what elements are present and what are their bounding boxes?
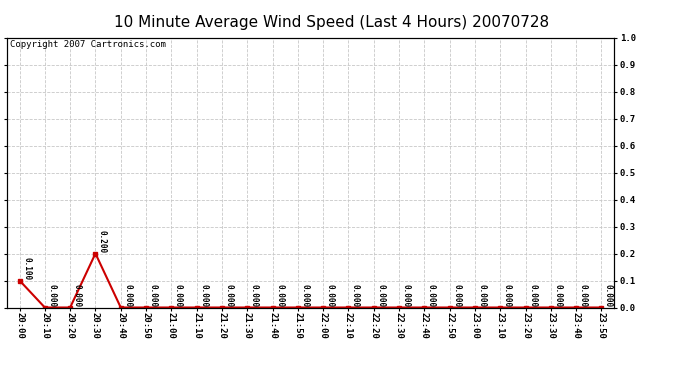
Text: 0.000: 0.000 — [148, 284, 157, 307]
Text: 0.000: 0.000 — [503, 284, 512, 307]
Text: 0.000: 0.000 — [553, 284, 562, 307]
Text: 0.000: 0.000 — [452, 284, 461, 307]
Text: 0.000: 0.000 — [528, 284, 537, 307]
Text: 0.000: 0.000 — [300, 284, 309, 307]
Text: 10 Minute Average Wind Speed (Last 4 Hours) 20070728: 10 Minute Average Wind Speed (Last 4 Hou… — [114, 15, 549, 30]
Text: 0.000: 0.000 — [250, 284, 259, 307]
Text: 0.000: 0.000 — [351, 284, 360, 307]
Text: 0.000: 0.000 — [124, 284, 132, 307]
Text: 0.000: 0.000 — [477, 284, 486, 307]
Text: 0.000: 0.000 — [326, 284, 335, 307]
Text: Copyright 2007 Cartronics.com: Copyright 2007 Cartronics.com — [10, 40, 166, 49]
Text: 0.000: 0.000 — [579, 284, 588, 307]
Text: 0.000: 0.000 — [376, 284, 385, 307]
Text: 0.000: 0.000 — [402, 284, 411, 307]
Text: 0.200: 0.200 — [98, 230, 107, 253]
Text: 0.000: 0.000 — [224, 284, 233, 307]
Text: 0.000: 0.000 — [427, 284, 436, 307]
Text: 0.000: 0.000 — [174, 284, 183, 307]
Text: 0.000: 0.000 — [275, 284, 284, 307]
Text: 0.000: 0.000 — [604, 284, 613, 307]
Text: 0.000: 0.000 — [72, 284, 81, 307]
Text: 0.100: 0.100 — [22, 256, 31, 280]
Text: 0.000: 0.000 — [48, 284, 57, 307]
Text: 0.000: 0.000 — [199, 284, 208, 307]
